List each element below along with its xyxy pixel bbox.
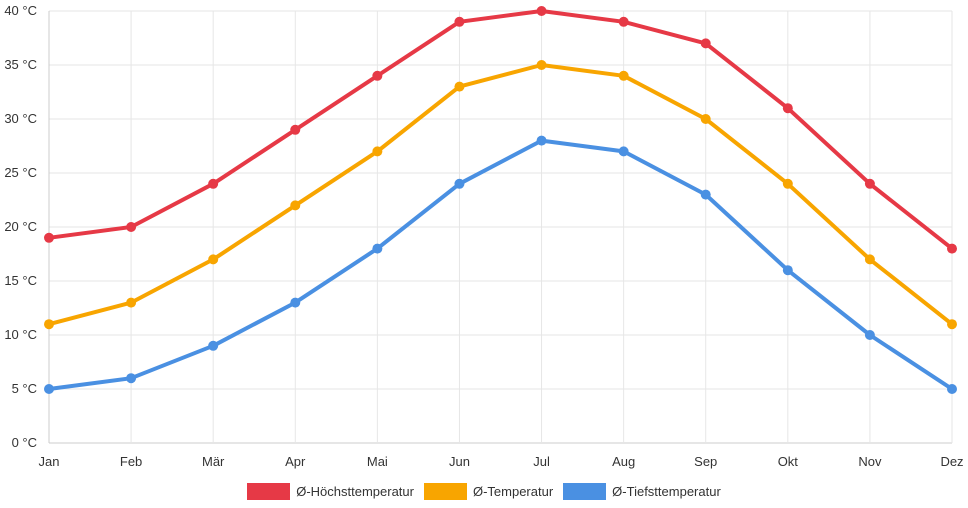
data-point[interactable]: [454, 81, 465, 92]
data-point[interactable]: [372, 243, 383, 254]
x-tick-label: Nov: [858, 454, 882, 469]
series-line: [47, 63, 954, 327]
data-point[interactable]: [947, 319, 957, 330]
data-point[interactable]: [44, 319, 54, 330]
data-point[interactable]: [454, 178, 465, 189]
data-point[interactable]: [618, 16, 629, 27]
data-point[interactable]: [290, 297, 301, 308]
x-tick-label: Aug: [612, 454, 635, 469]
data-point[interactable]: [208, 254, 219, 265]
data-point[interactable]: [700, 189, 711, 200]
y-tick-label: 40 °C: [4, 3, 37, 18]
x-tick-label: Dez: [940, 454, 963, 469]
data-point[interactable]: [208, 340, 219, 351]
data-point[interactable]: [372, 70, 383, 81]
x-tick-label: Apr: [285, 454, 306, 469]
data-point[interactable]: [44, 384, 54, 394]
data-point[interactable]: [700, 114, 711, 124]
series-line: [47, 9, 954, 251]
legend-label-high: Ø-Höchsttemperatur: [296, 483, 414, 499]
grid-lines: [48, 10, 953, 444]
y-axis-ticks: 0 °C 5 °C 10 °C 15 °C 20 °C 25 °C 30 °C 35 °C 40…: [4, 3, 37, 450]
data-point[interactable]: [536, 6, 547, 16]
x-axis-ticks: Jan Feb Mär Apr Mai Jun Jul Aug Sep Okt Nov Dez: [39, 454, 964, 469]
data-point[interactable]: [372, 146, 383, 157]
y-tick-label: 5 °C: [12, 381, 37, 396]
data-point[interactable]: [947, 384, 957, 394]
y-tick-label: 30 °C: [4, 111, 37, 126]
data-series: [44, 6, 957, 394]
data-point[interactable]: [700, 38, 711, 49]
y-tick-label: 25 °C: [4, 165, 37, 180]
data-point[interactable]: [208, 178, 219, 189]
data-point[interactable]: [536, 135, 547, 146]
legend-label-avg: Ø-Temperatur: [472, 483, 554, 499]
y-tick-label: 10 °C: [4, 327, 37, 342]
data-point[interactable]: [126, 373, 137, 384]
series-1: [44, 60, 957, 330]
y-tick-label: 0 °C: [12, 435, 37, 450]
legend-item-avg[interactable]: Ø-Temperatur: [423, 482, 554, 500]
data-point[interactable]: [126, 297, 137, 308]
data-point[interactable]: [864, 254, 875, 265]
y-tick-label: 20 °C: [4, 219, 37, 234]
data-point[interactable]: [618, 146, 629, 157]
legend-item-low[interactable]: Ø-Tiefsttemperatur: [563, 482, 721, 500]
x-tick-label: Feb: [120, 454, 142, 469]
x-tick-label: Jan: [39, 454, 60, 469]
x-tick-label: Okt: [778, 454, 799, 469]
legend-swatch-high: [247, 482, 291, 500]
y-tick-label: 35 °C: [4, 57, 37, 72]
y-tick-label: 15 °C: [4, 273, 37, 288]
series-0: [44, 6, 957, 254]
series-2: [44, 135, 957, 394]
data-point[interactable]: [782, 265, 793, 276]
series-line: [47, 138, 954, 391]
data-point[interactable]: [44, 232, 54, 243]
data-point[interactable]: [618, 70, 629, 81]
data-point[interactable]: [864, 178, 875, 189]
x-tick-label: Sep: [694, 454, 717, 469]
data-point[interactable]: [864, 330, 875, 340]
data-point[interactable]: [454, 16, 465, 27]
legend-label-low: Ø-Tiefsttemperatur: [612, 483, 721, 499]
legend-item-high[interactable]: Ø-Höchsttemperatur: [247, 482, 414, 500]
x-tick-label: Mär: [202, 454, 225, 469]
data-point[interactable]: [126, 222, 137, 232]
data-point[interactable]: [290, 124, 301, 135]
data-point[interactable]: [782, 103, 793, 114]
legend-swatch-avg: [423, 482, 467, 500]
x-tick-label: Jul: [533, 454, 550, 469]
x-tick-label: Mai: [367, 454, 388, 469]
legend-swatch-low: [563, 482, 607, 500]
data-point[interactable]: [782, 178, 793, 189]
data-point[interactable]: [290, 200, 301, 211]
legend: Ø-Höchsttemperatur Ø-Temperatur Ø-Tiefst…: [0, 480, 968, 502]
x-tick-label: Jun: [449, 454, 470, 469]
data-point[interactable]: [536, 60, 547, 70]
data-point[interactable]: [947, 243, 957, 254]
